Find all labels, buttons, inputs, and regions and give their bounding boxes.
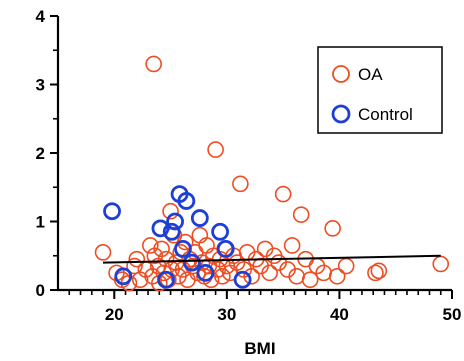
point-control: [162, 222, 181, 241]
point-control: [174, 239, 192, 258]
point-oa: [301, 271, 319, 289]
point-oa: [145, 55, 162, 73]
point-control: [196, 263, 215, 282]
point-oa: [283, 237, 301, 254]
point-oa: [324, 220, 341, 237]
point-control: [103, 202, 121, 221]
point-oa: [274, 185, 292, 203]
legend-marker-oa: [332, 65, 350, 83]
point-control: [211, 222, 230, 241]
point-oa: [162, 202, 179, 220]
point-control: [166, 212, 184, 231]
point-oa: [243, 267, 260, 285]
point-control: [177, 192, 196, 210]
y-tick-label: 1: [36, 213, 45, 232]
y-tick-label: 4: [36, 7, 46, 26]
legend: OA Control: [317, 46, 443, 134]
point-oa: [432, 255, 450, 273]
point-control: [114, 267, 133, 286]
point-oa: [142, 237, 159, 254]
point-control: [183, 253, 201, 272]
point-oa: [126, 257, 143, 275]
point-control: [233, 270, 252, 289]
y-tick-label: 0: [36, 281, 45, 300]
point-oa: [370, 262, 388, 280]
legend-label-control: Control: [358, 105, 413, 124]
point-oa: [292, 206, 310, 223]
point-oa: [207, 141, 224, 158]
point-control: [190, 209, 209, 227]
point-oa: [328, 267, 346, 285]
x-tick-label: 40: [330, 305, 349, 324]
point-oa: [191, 226, 209, 244]
x-tick-label: 30: [217, 305, 236, 324]
y-axis: 0 1 2 3 4: [36, 7, 60, 300]
point-oa: [214, 267, 231, 285]
series-control: [103, 185, 252, 289]
data-points: [94, 55, 450, 292]
point-oa: [232, 175, 249, 193]
legend-box: [317, 46, 443, 134]
point-oa: [128, 250, 146, 268]
y-tick-label: 2: [36, 144, 45, 163]
point-oa: [157, 250, 175, 268]
point-oa: [337, 257, 355, 275]
point-oa: [367, 264, 384, 282]
point-oa: [131, 271, 149, 289]
x-tick-label: 50: [443, 305, 462, 324]
point-oa: [198, 237, 215, 254]
point-control: [216, 239, 235, 258]
point-oa: [261, 264, 278, 282]
y-tick-label: 3: [36, 76, 45, 95]
regression-line-group: [103, 254, 441, 264]
regression-line: [103, 254, 441, 264]
legend-label-oa: OA: [358, 65, 383, 84]
point-control: [151, 219, 170, 238]
x-axis-title: BMI: [244, 339, 275, 358]
point-control: [157, 270, 175, 289]
x-tick-label: 20: [105, 305, 124, 324]
x-axis: 20 30 40 50: [57, 288, 462, 324]
legend-marker-control: [331, 104, 351, 124]
point-oa: [94, 244, 112, 261]
point-oa: [153, 240, 170, 258]
